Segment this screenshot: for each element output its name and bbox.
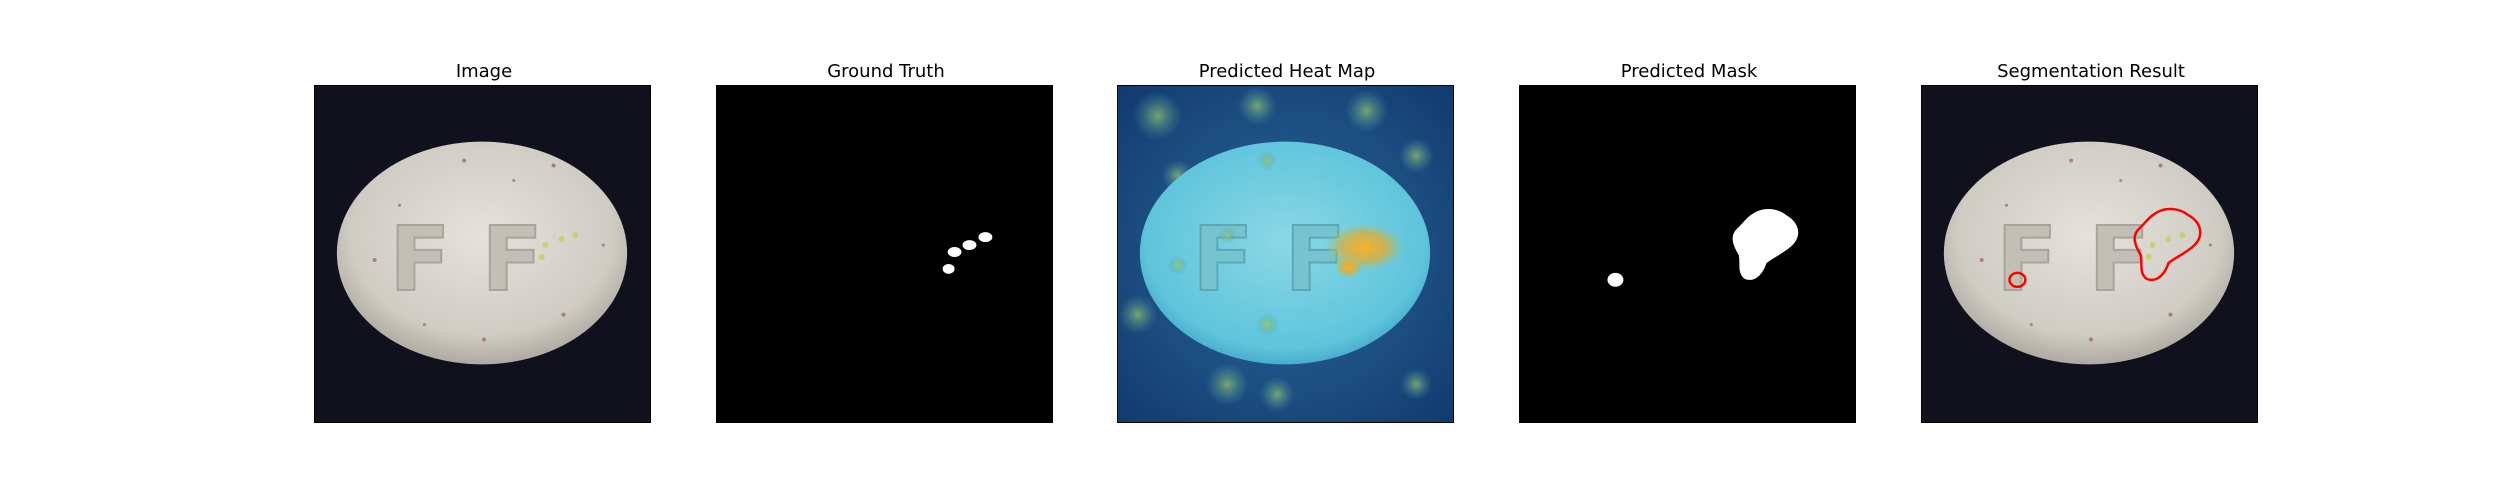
panel-title-image: Image	[314, 60, 654, 84]
svg-text:F F: F F	[389, 208, 542, 312]
heat-map-image: F F	[1118, 86, 1453, 422]
panel-image: Image	[314, 60, 654, 84]
svg-text:F F: F F	[1192, 208, 1345, 312]
predicted-mask-frame	[1519, 85, 1856, 423]
panel-predicted-mask: Predicted Mask	[1519, 60, 1859, 84]
panel-title-predicted-mask: Predicted Mask	[1519, 60, 1859, 84]
panel-title-heat-map: Predicted Heat Map	[1117, 60, 1457, 84]
panel-segmentation-result: Segmentation Result	[1921, 60, 2261, 84]
predicted-mask-image	[1520, 86, 1855, 422]
panel-heat-map: Predicted Heat Map	[1117, 60, 1457, 84]
panel-ground-truth: Ground Truth	[716, 60, 1056, 84]
segmentation-result-frame: F F	[1921, 85, 2258, 423]
pill-image: F F	[315, 86, 650, 422]
ground-truth-mask	[717, 86, 1052, 422]
panel-title-ground-truth: Ground Truth	[716, 60, 1056, 84]
panel-title-segmentation-result: Segmentation Result	[1921, 60, 2261, 84]
segmentation-result-image: F F	[1922, 86, 2257, 422]
image-frame: F F	[314, 85, 651, 423]
svg-text:F F: F F	[1996, 208, 2149, 312]
heat-map-frame: F F	[1117, 85, 1454, 423]
ground-truth-frame	[716, 85, 1053, 423]
